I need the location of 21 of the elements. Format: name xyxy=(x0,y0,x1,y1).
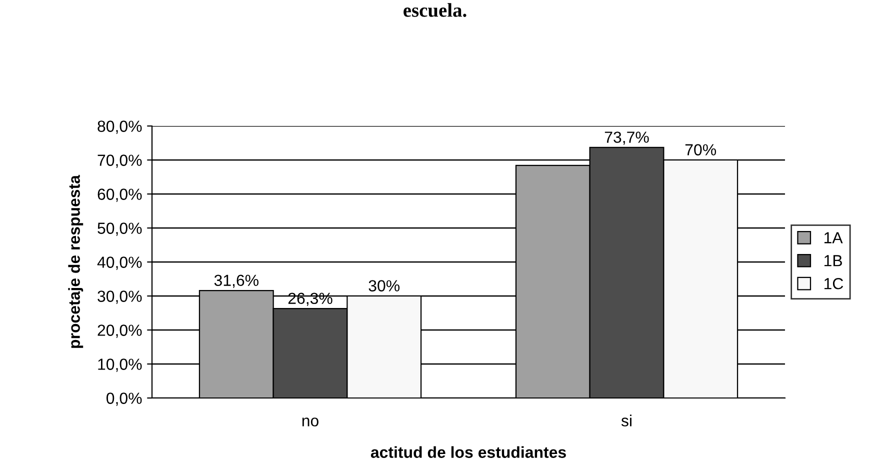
x-tick-label: si xyxy=(621,414,632,426)
y-tick-label: 70,0% xyxy=(98,154,142,168)
data-label: 31,6% xyxy=(214,274,258,288)
legend-label: 1C xyxy=(824,278,844,290)
y-tick-label: 10,0% xyxy=(98,358,142,372)
x-axis-title: actitud de los estudiantes xyxy=(370,446,566,458)
y-tick-label: 40,0% xyxy=(97,256,142,270)
x-tick-label: no xyxy=(302,418,318,426)
y-axis-title: procetaje de respuesta xyxy=(68,174,84,348)
data-label: 70% xyxy=(685,144,716,156)
legend-label: 1A xyxy=(824,232,843,244)
chart-title: escuela. xyxy=(404,3,466,17)
y-tick-label: 60,0% xyxy=(98,188,142,202)
y-tick-label: 30,0% xyxy=(98,290,142,304)
data-label: 30% xyxy=(368,280,400,292)
y-tick-label: 80,0% xyxy=(98,120,142,134)
data-label: 73,7% xyxy=(604,132,649,145)
y-tick-label: 50,0% xyxy=(98,222,142,236)
y-tick-label: 20,0% xyxy=(98,324,142,338)
y-tick-label: 0,0% xyxy=(106,392,142,406)
legend-label: 1B xyxy=(824,255,842,266)
